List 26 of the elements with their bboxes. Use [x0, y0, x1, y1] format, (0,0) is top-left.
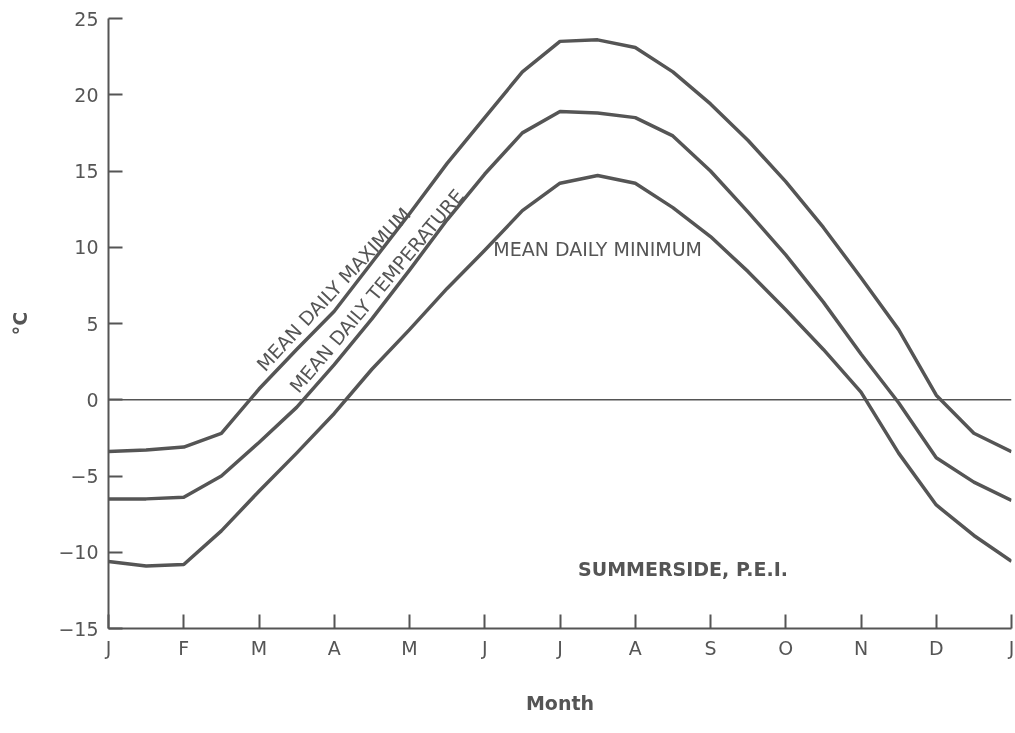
annotation: SUMMERSIDE, P.E.I.	[578, 557, 789, 580]
x-tick-label: A	[628, 636, 642, 659]
y-tick-label: 25	[74, 7, 99, 30]
y-tick-label: 5	[86, 312, 99, 335]
x-tick-label: J	[1007, 636, 1015, 659]
x-tick-label: J	[104, 636, 112, 659]
y-tick-label: 0	[86, 388, 99, 411]
x-tick-label: S	[704, 636, 717, 659]
y-tick-label: 20	[74, 83, 99, 106]
y-tick-label: −15	[58, 617, 99, 640]
x-axis-title: Month	[525, 691, 595, 714]
x-tick-label: J	[480, 636, 488, 659]
series-label: MEAN DAILY MINIMUM	[493, 237, 703, 260]
x-tick-label: N	[853, 636, 869, 659]
y-tick-label: 15	[74, 160, 99, 182]
y-tick-label: −10	[58, 541, 99, 564]
x-tick-label: D	[928, 636, 944, 659]
x-tick-label: O	[778, 636, 794, 659]
x-tick-label: M	[250, 636, 268, 659]
x-tick-label: A	[327, 636, 341, 659]
y-axis-title: °C	[9, 311, 32, 336]
x-tick-label: M	[401, 636, 418, 659]
y-tick-label: −5	[70, 465, 99, 487]
x-tick-label: J	[556, 636, 563, 659]
y-tick-label: 10	[74, 236, 99, 259]
x-tick-label: F	[178, 636, 190, 659]
